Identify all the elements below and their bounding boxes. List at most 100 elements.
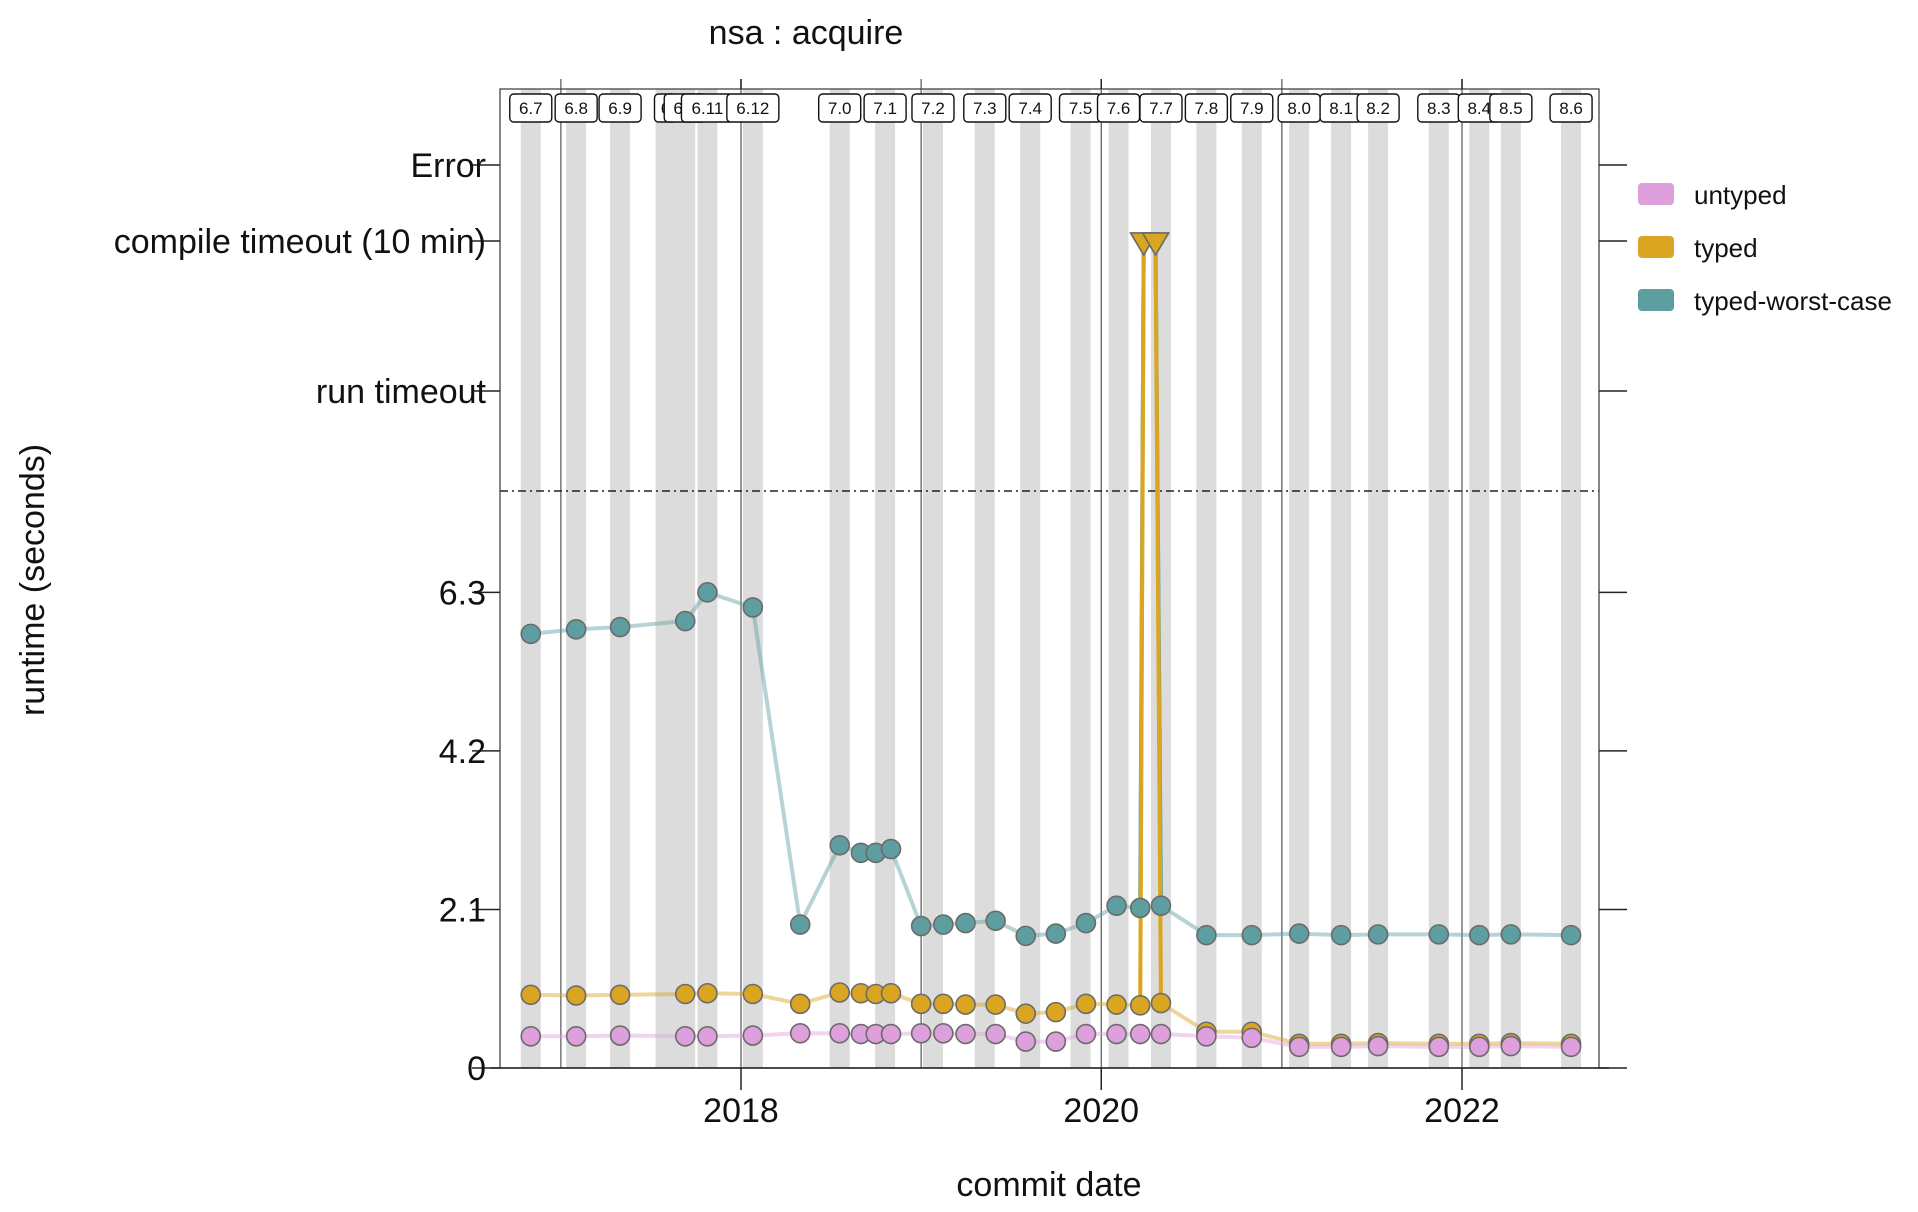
series-points — [520, 232, 1582, 1058]
point-typed-worst-case-26 — [1330, 924, 1352, 946]
point-untyped-29 — [1560, 1036, 1582, 1058]
spike-up-typed — [1138, 240, 1146, 1006]
release-box-8 — [863, 93, 907, 123]
release-band-22 — [1500, 89, 1521, 1068]
release-box-11 — [1008, 93, 1052, 123]
y-tick-2-label: 4.2 — [439, 733, 486, 771]
point-typed-10 — [880, 982, 902, 1004]
release-label-2: 6.9 — [608, 99, 632, 118]
release-band-4 — [675, 89, 696, 1068]
point-typed-worst-case-4 — [697, 582, 718, 603]
release-box-9 — [911, 93, 955, 123]
point-typed-12 — [933, 993, 954, 1015]
point-typed-worst-case-1 — [565, 619, 587, 640]
release-band-10 — [974, 89, 995, 1068]
release-band-3 — [655, 89, 676, 1068]
legend-label-typed: typed — [1694, 233, 1758, 263]
release-label-9: 7.2 — [921, 99, 945, 118]
release-band-20 — [1428, 89, 1449, 1068]
point-untyped-0 — [520, 1025, 542, 1047]
y-tick-1-label: 2.1 — [439, 891, 486, 929]
point-typed-worst-case-18 — [1106, 895, 1127, 916]
x-tick-label-0: 2018 — [703, 1092, 779, 1130]
release-label-21: 8.4 — [1467, 99, 1491, 118]
point-typed-worst-case-17 — [1075, 912, 1097, 934]
release-box-22 — [1489, 93, 1533, 123]
release-box-10 — [963, 93, 1007, 123]
point-untyped-18 — [1106, 1023, 1127, 1045]
release-band-17 — [1289, 89, 1310, 1068]
point-typed-worst-case-24 — [1241, 924, 1263, 946]
release-label-0: 6.7 — [519, 99, 543, 118]
y-tick-3-label: 6.3 — [439, 574, 486, 612]
y-axis: 0 2.1 4.2 6.3 run timeout compile timeout (10… — [114, 147, 1627, 1088]
point-typed-0 — [520, 984, 542, 1006]
release-box-7 — [817, 93, 862, 123]
release-box-6 — [726, 93, 780, 123]
release-bands — [520, 89, 1582, 1068]
release-label-19: 8.2 — [1366, 99, 1390, 118]
chart-title: nsa : acquire — [709, 14, 904, 52]
point-untyped-23 — [1288, 1036, 1310, 1058]
point-untyped-15 — [1015, 1031, 1037, 1052]
y-level-error-label: Error — [410, 147, 486, 185]
y-tick-0-label: 0 — [467, 1050, 486, 1088]
release-label-11: 7.4 — [1018, 99, 1042, 118]
point-typed-6 — [789, 993, 811, 1015]
release-band-5 — [697, 89, 718, 1068]
release-band-0 — [520, 89, 541, 1068]
release-label-17: 8.0 — [1287, 99, 1311, 118]
release-box-2 — [598, 93, 642, 123]
point-typed-5 — [742, 983, 764, 1005]
release-band-12 — [1070, 89, 1091, 1068]
y-level-compile-timeout-label: compile timeout (10 min) — [114, 223, 486, 261]
release-band-16 — [1241, 89, 1262, 1068]
release-label-10: 7.3 — [973, 99, 997, 118]
point-typed-worst-case-6 — [789, 914, 811, 935]
release-label-6: 6.12 — [736, 99, 769, 118]
point-untyped-12 — [933, 1022, 954, 1044]
point-untyped-1 — [565, 1025, 587, 1047]
spike-down-typed — [1153, 240, 1163, 1004]
point-typed-3 — [674, 983, 696, 1005]
point-typed-worst-case-31 — [1560, 924, 1582, 946]
release-band-1 — [566, 89, 587, 1068]
release-band-19 — [1368, 89, 1389, 1068]
point-typed-worst-case-3 — [674, 610, 696, 632]
release-labels: 6.76.86.966.16.116.127.07.17.27.37.47.57… — [509, 93, 1593, 123]
x-tick-label-2: 2022 — [1424, 1092, 1500, 1130]
point-typed-14 — [985, 994, 1006, 1015]
x-tick-label-1: 2020 — [1063, 1092, 1139, 1130]
point-typed-worst-case-19 — [1129, 897, 1151, 919]
point-typed-worst-case-15 — [1015, 925, 1037, 947]
release-label-16: 7.9 — [1240, 99, 1264, 118]
point-untyped-20 — [1150, 1023, 1172, 1045]
point-typed-16 — [1045, 1001, 1067, 1023]
point-untyped-16 — [1045, 1031, 1067, 1052]
point-typed-worst-case-7 — [829, 834, 850, 856]
y-level-run-timeout-label: run timeout — [316, 373, 487, 411]
release-label-20: 8.3 — [1427, 99, 1451, 118]
point-untyped-25 — [1367, 1035, 1389, 1057]
point-typed-1 — [565, 985, 587, 1006]
release-box-0 — [509, 93, 553, 123]
point-typed-worst-case-29 — [1468, 924, 1490, 946]
release-label-13: 7.6 — [1107, 99, 1131, 118]
release-label-5: 6.11 — [692, 99, 724, 118]
release-band-2 — [610, 89, 631, 1068]
legend-swatch-typed-worst-case — [1638, 289, 1674, 311]
point-untyped-24 — [1330, 1036, 1352, 1058]
x-axis-title: commit date — [956, 1166, 1141, 1204]
release-box-15 — [1184, 93, 1229, 123]
point-typed-18 — [1106, 994, 1127, 1015]
point-untyped-6 — [789, 1022, 811, 1044]
x-axis: 2018 2020 2022 — [490, 79, 1609, 1130]
point-untyped-2 — [609, 1025, 631, 1046]
legend-swatch-untyped — [1638, 183, 1674, 205]
point-typed-worst-case-12 — [933, 914, 954, 935]
point-typed-worst-case-13 — [955, 912, 976, 934]
point-untyped-10 — [880, 1023, 902, 1045]
point-typed-15 — [1015, 1003, 1037, 1024]
point-typed-4 — [697, 982, 718, 1004]
release-band-7 — [829, 89, 850, 1068]
